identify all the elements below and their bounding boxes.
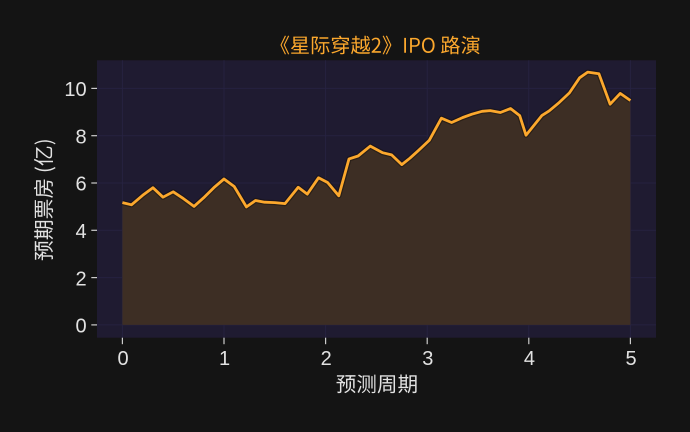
svg-text:0: 0 [117,348,128,370]
svg-text:1: 1 [219,348,230,370]
svg-text:3: 3 [422,348,433,370]
svg-text:4: 4 [524,348,535,370]
svg-text:10: 10 [64,79,86,101]
svg-text:8: 8 [75,126,86,148]
svg-text:5: 5 [625,348,636,370]
svg-text:2: 2 [321,348,332,370]
svg-text:4: 4 [75,221,86,243]
svg-text:0: 0 [75,316,86,338]
svg-text:6: 6 [75,174,86,196]
svg-text:2: 2 [75,268,86,290]
